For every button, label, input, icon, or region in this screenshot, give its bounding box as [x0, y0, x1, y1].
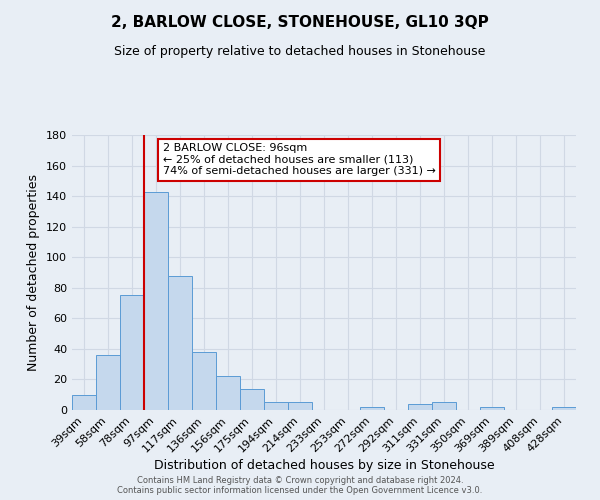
Bar: [264, 402, 288, 410]
Bar: [480, 407, 504, 410]
Y-axis label: Number of detached properties: Number of detached properties: [28, 174, 40, 371]
Bar: [408, 404, 432, 410]
Bar: [360, 407, 384, 410]
Bar: [288, 402, 312, 410]
Bar: [168, 276, 192, 410]
Bar: [96, 355, 120, 410]
Text: 2 BARLOW CLOSE: 96sqm
← 25% of detached houses are smaller (113)
74% of semi-det: 2 BARLOW CLOSE: 96sqm ← 25% of detached …: [163, 143, 436, 176]
Bar: [192, 352, 216, 410]
Bar: [552, 407, 576, 410]
Text: Contains HM Land Registry data © Crown copyright and database right 2024.
Contai: Contains HM Land Registry data © Crown c…: [118, 476, 482, 495]
Bar: [72, 394, 96, 410]
Text: Size of property relative to detached houses in Stonehouse: Size of property relative to detached ho…: [115, 45, 485, 58]
X-axis label: Distribution of detached houses by size in Stonehouse: Distribution of detached houses by size …: [154, 460, 494, 472]
Bar: [144, 192, 168, 410]
Bar: [240, 388, 264, 410]
Text: 2, BARLOW CLOSE, STONEHOUSE, GL10 3QP: 2, BARLOW CLOSE, STONEHOUSE, GL10 3QP: [111, 15, 489, 30]
Bar: [120, 296, 144, 410]
Bar: [216, 376, 240, 410]
Bar: [432, 402, 456, 410]
